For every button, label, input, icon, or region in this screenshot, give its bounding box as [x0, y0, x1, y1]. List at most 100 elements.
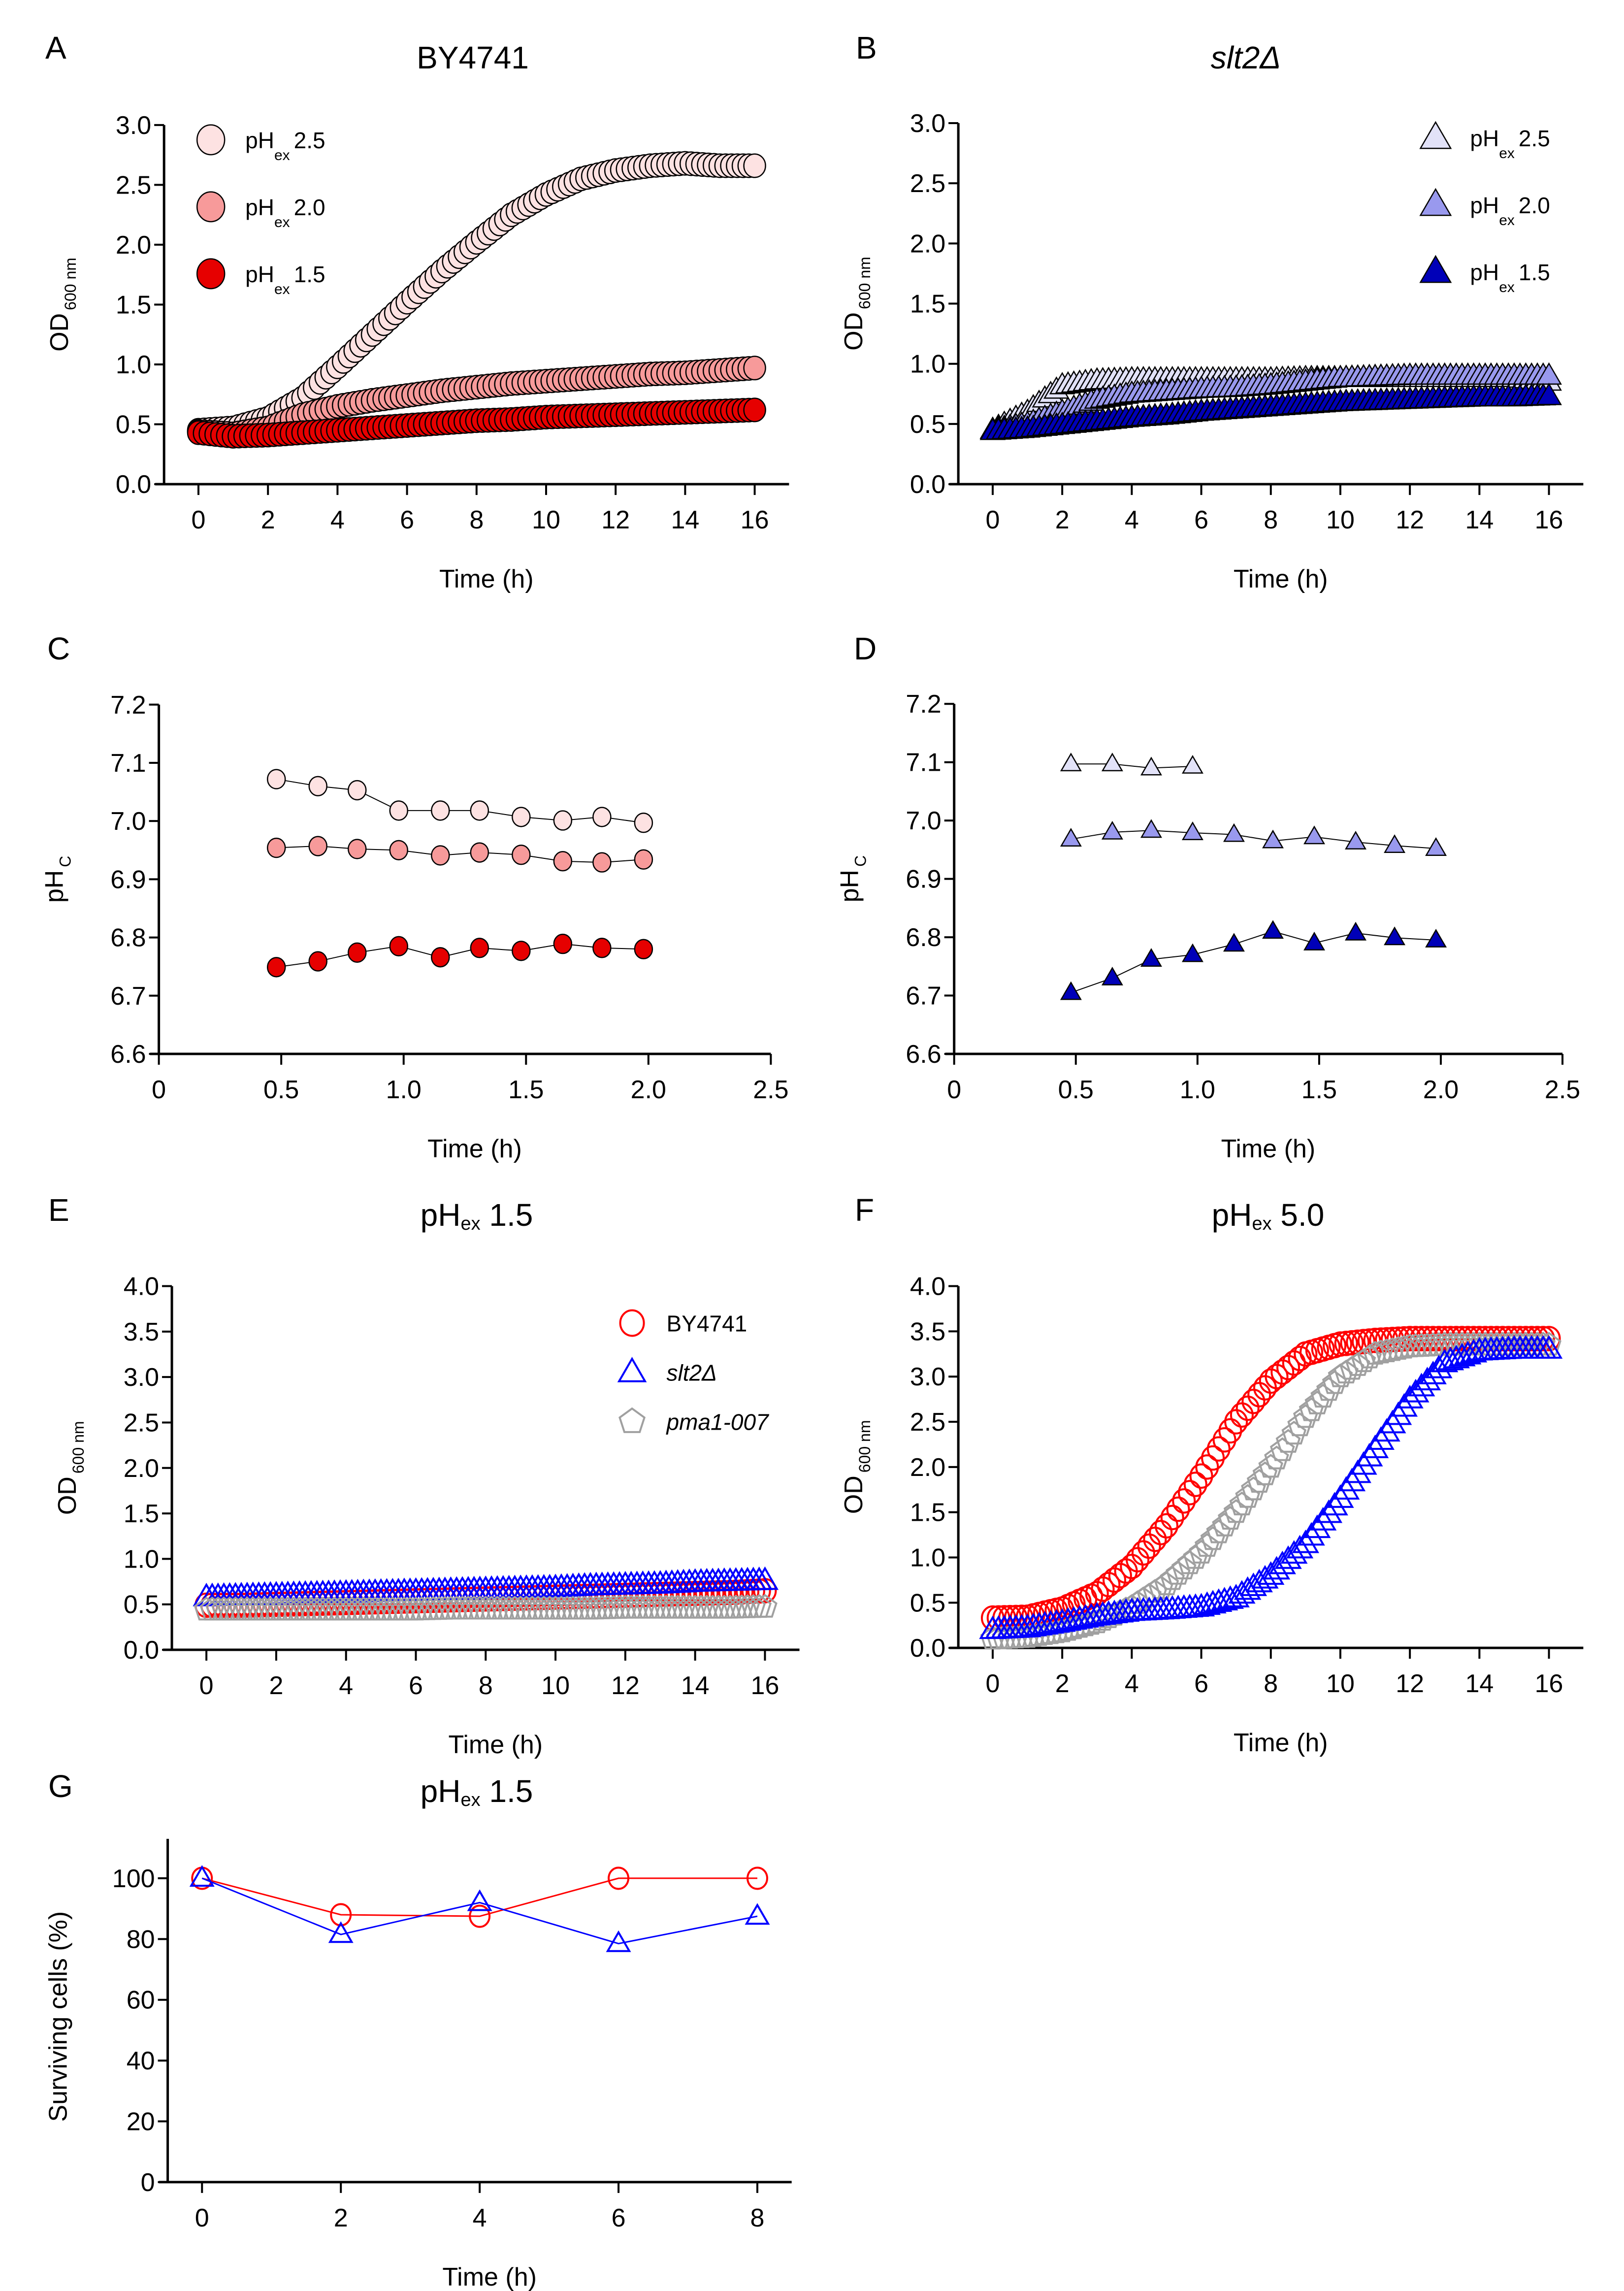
data-point: [1436, 1346, 1464, 1371]
data-point: [1178, 1480, 1202, 1506]
data-point: [1140, 756, 1162, 776]
data-point: [1262, 920, 1284, 939]
y-tick-label: 1.0: [910, 1544, 945, 1572]
data-point: [389, 840, 409, 860]
y-axis-title-main: OD: [45, 313, 74, 352]
data-point: [1270, 1359, 1295, 1385]
x-tick-label: 0.5: [263, 1076, 299, 1104]
panel-c: C 6.6 6.7 6.8 6.9 7.0 7.1 7.2 0 0.5 1.0 1.5 2.0 2.5 T…: [0, 591, 812, 1182]
y-tick-label: 6.9: [110, 865, 146, 894]
data-point: [1149, 1520, 1173, 1545]
data-point: [469, 1904, 491, 1928]
legend-marker-icon: [619, 1309, 645, 1337]
data-point: [1223, 823, 1245, 842]
y-tick-label: 1.0: [116, 351, 151, 379]
y-axis-title-main: OD: [840, 1475, 868, 1514]
y-axis-title-main: pH: [836, 870, 864, 902]
data-point: [1303, 931, 1326, 950]
y-tick-label: 2.5: [124, 1408, 159, 1437]
y-axis-title-sub: C: [852, 855, 870, 867]
y-tick-label: 3.5: [910, 1317, 945, 1346]
data-point: [470, 842, 489, 863]
series-phex-2-0: [979, 362, 1562, 439]
legend-item: pHex2.0: [196, 191, 325, 230]
data-point: [512, 845, 531, 865]
panel-letter: B: [856, 30, 877, 65]
x-tick-label: 8: [1264, 1669, 1278, 1698]
y-tick-label: 80: [127, 1925, 155, 1954]
panel-letter: E: [48, 1192, 69, 1228]
series-line: [1071, 931, 1436, 993]
data-point: [1413, 1367, 1441, 1391]
data-point: [1199, 1590, 1227, 1614]
y-axis-title-main: OD: [840, 312, 868, 351]
x-tick-label: 1.5: [1301, 1076, 1337, 1104]
y-tick-label: 1.0: [124, 1545, 159, 1573]
data-point: [189, 1865, 215, 1887]
data-point: [1078, 1611, 1104, 1635]
data-point: [1193, 1591, 1221, 1615]
data-point: [1103, 1567, 1127, 1593]
y-axis-title: OD 600 nm: [45, 258, 79, 352]
series-phex-1-5: [266, 933, 653, 978]
y-tick-label: 6.7: [110, 982, 146, 1011]
x-tick-label: 8: [479, 1671, 493, 1700]
x-axis-title: Time (h): [1221, 1135, 1316, 1163]
data-point: [1345, 921, 1367, 941]
data-point: [1276, 1355, 1300, 1380]
x-tick-label: 2.5: [1545, 1076, 1580, 1104]
y-tick-label: 0.0: [910, 470, 945, 499]
y-tick-label: 2.5: [116, 171, 151, 199]
data-point: [1425, 928, 1447, 948]
y-tick-label: 2.5: [910, 1408, 945, 1437]
chart-title: slt2Δ: [1211, 39, 1281, 76]
data-point: [743, 397, 766, 423]
data-point: [1143, 1527, 1167, 1552]
legend-label: pHex2.5: [245, 128, 325, 164]
data-point: [1275, 1429, 1301, 1453]
x-tick-label: 2.0: [631, 1076, 666, 1104]
data-point: [1066, 1605, 1094, 1629]
x-tick-label: 2.0: [1423, 1076, 1459, 1104]
legend-item: pHex2.5: [1419, 121, 1550, 162]
legend-marker-icon: [196, 191, 226, 223]
y-tick-label: 3.0: [124, 1363, 159, 1392]
chart-title-main: pH: [420, 1773, 461, 1809]
legend-label: BY4741: [667, 1311, 747, 1337]
y-axis-title-main: OD: [53, 1476, 82, 1515]
data-point: [1298, 1522, 1325, 1546]
data-point: [266, 769, 286, 789]
data-point: [1321, 1492, 1348, 1516]
x-tick-label: 14: [671, 506, 699, 534]
y-tick-label: 0.0: [116, 470, 151, 499]
chart-title-sub: ex: [1252, 1213, 1272, 1234]
y-tick-label: 1.5: [124, 1500, 159, 1528]
data-point: [1201, 1445, 1225, 1471]
x-tick-label: 1.0: [1180, 1076, 1215, 1104]
data-point: [1460, 1339, 1488, 1363]
data-point: [470, 800, 489, 821]
legend-marker-icon: [618, 1407, 646, 1433]
x-axis-title: Time (h): [439, 565, 534, 593]
legend-marker-icon: [1419, 255, 1452, 283]
data-point: [1334, 1331, 1358, 1356]
data-point: [1380, 1337, 1405, 1361]
data-point: [1536, 383, 1562, 405]
x-axis-title: Time (h): [442, 2263, 537, 2291]
x-tick-label: 4: [1125, 1669, 1139, 1698]
data-point: [431, 947, 450, 968]
legend-label: pHex2.0: [245, 195, 325, 230]
data-point: [1160, 1505, 1184, 1531]
y-tick-label: 3.0: [116, 111, 151, 140]
panel-letter: C: [47, 631, 70, 666]
data-point: [1252, 1461, 1278, 1485]
x-tick-label: 12: [601, 506, 630, 534]
data-point: [1384, 834, 1406, 853]
data-point: [1408, 1373, 1435, 1397]
x-tick-label: 6: [612, 2204, 626, 2232]
data-point: [743, 356, 766, 381]
data-point: [1293, 1404, 1318, 1428]
data-point: [1239, 1572, 1267, 1596]
data-point: [1084, 1609, 1110, 1634]
x-tick-label: 0: [986, 1669, 1000, 1698]
